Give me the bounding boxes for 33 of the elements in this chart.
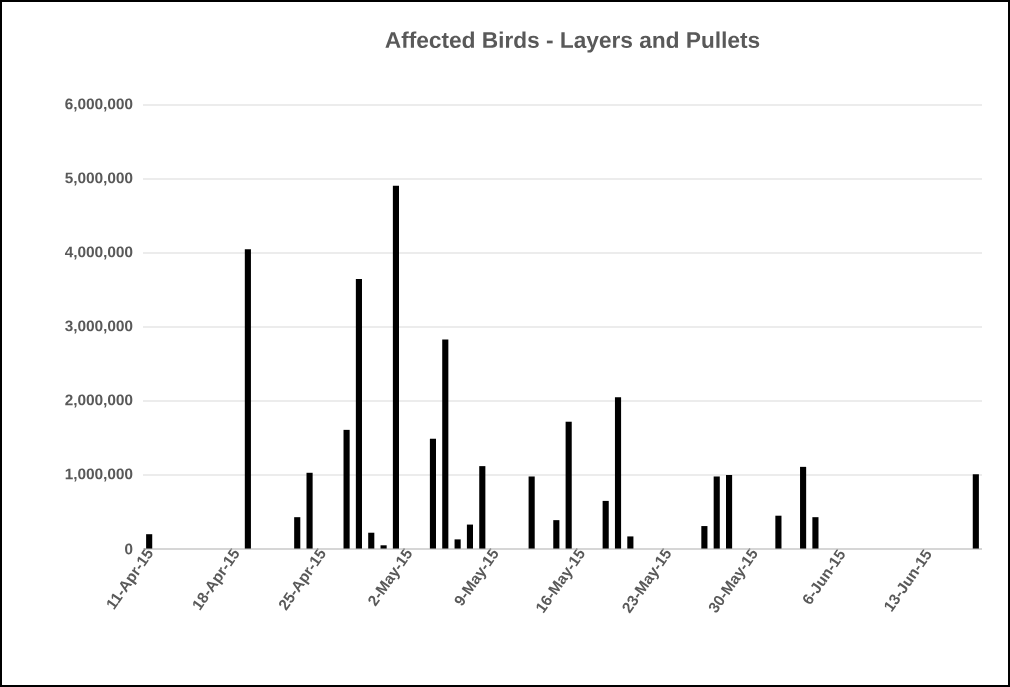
bar [244,249,251,549]
bar [355,278,362,549]
bar [146,534,153,549]
bar [479,466,486,549]
bar [726,475,733,549]
chart-title: Affected Birds - Layers and Pullets [385,31,760,53]
bar [775,515,782,549]
y-tick-label: 6,000,000 [65,98,133,112]
bar [713,476,720,549]
bar [553,520,560,549]
y-tick-label: 4,000,000 [64,246,133,260]
bar [306,472,313,549]
bar [442,339,449,549]
bar [294,517,301,549]
bar [343,429,350,549]
y-tick-label: 3,000,000 [65,320,133,334]
bar [602,500,609,549]
y-tick-label: 2,000,000 [65,394,133,408]
y-tick-label: 5,000,000 [65,172,133,186]
bar [392,185,399,549]
bar [368,532,375,549]
bar [466,524,474,549]
bar [701,526,708,549]
bar [528,476,535,549]
bar [565,421,572,549]
bar [972,474,979,549]
y-tick-label: 1,000,000 [65,468,133,482]
bar [812,517,819,549]
bar [454,539,461,549]
bar [800,466,807,549]
bar [614,397,622,549]
bar [627,536,634,549]
bar [429,438,437,549]
